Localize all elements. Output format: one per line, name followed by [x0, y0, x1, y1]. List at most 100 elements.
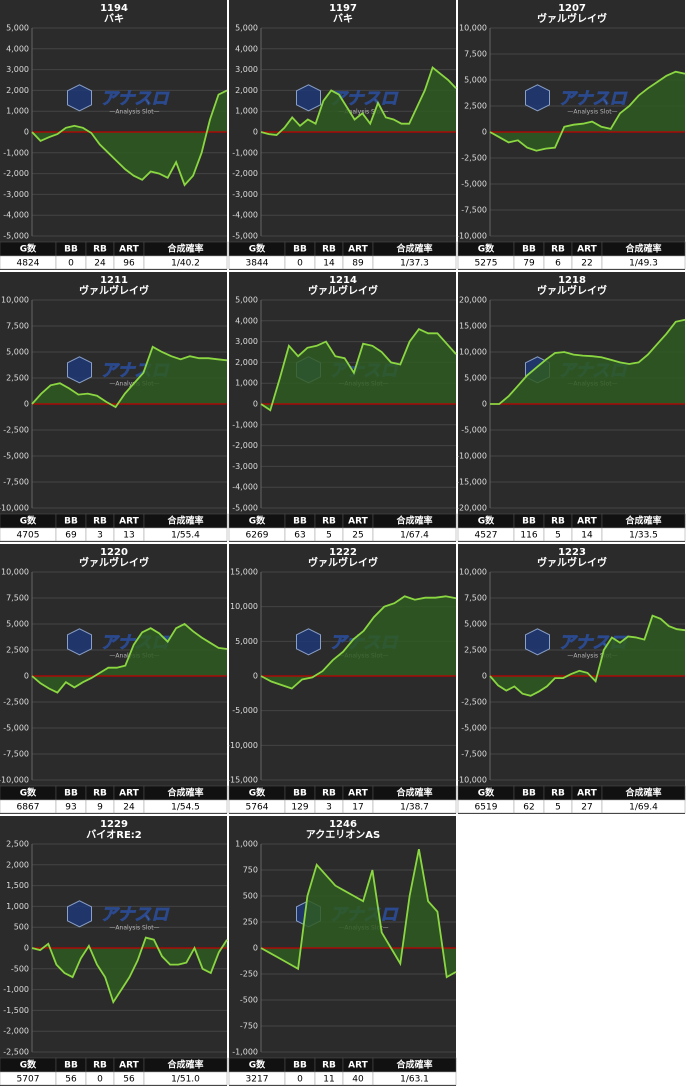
area	[32, 90, 227, 185]
watermark-icon	[296, 628, 321, 656]
y-tick-label: -1,000	[232, 148, 258, 157]
y-tick-label: -5,000	[3, 452, 29, 461]
table-value: 1/54.5	[171, 803, 200, 813]
line	[260, 849, 457, 979]
y-tick-label: 3,000	[235, 65, 258, 74]
chart-title: 1220	[100, 547, 128, 558]
table-value: 93	[65, 803, 76, 813]
table-header: ART	[348, 245, 368, 255]
y-tick-label: 5,000	[235, 24, 258, 33]
y-tick-label: -5,000	[461, 180, 487, 189]
table-header: ART	[348, 517, 368, 527]
area	[32, 937, 227, 1003]
y-tick-label: -1,000	[3, 985, 29, 994]
table-value: 22	[581, 259, 592, 269]
table-value: 40	[352, 1075, 364, 1085]
y-tick-label: -2,500	[3, 1048, 29, 1057]
table-header: G数	[249, 787, 266, 799]
y-tick-label: 0	[482, 400, 487, 409]
table-value: 79	[523, 259, 535, 269]
y-tick-label: 3,000	[235, 337, 258, 346]
y-tick-label: 750	[243, 866, 258, 875]
panel	[229, 272, 456, 542]
table-header: 合成確率	[167, 787, 203, 799]
chart-subtitle: アクエリオンAS	[306, 829, 380, 841]
y-tick-label: 1,000	[6, 902, 29, 911]
chart-title: 1218	[558, 275, 586, 286]
y-tick-label: 15,000	[459, 322, 487, 331]
table-value: 1/40.2	[171, 259, 200, 269]
chart-subtitle: バキ	[104, 13, 124, 25]
watermark-tagline: —Analysis Slot—	[567, 652, 617, 659]
y-tick-label: 2,000	[6, 860, 29, 869]
table-header: RB	[93, 789, 107, 799]
y-tick-label: -10,000	[227, 741, 258, 750]
chart-subtitle: ヴァルヴレイヴ	[79, 284, 149, 297]
y-tick-label: -5,000	[232, 232, 258, 241]
y-tick-label: 0	[24, 672, 29, 681]
table-header: BB	[293, 789, 307, 799]
table-header: G数	[249, 1059, 266, 1071]
table-header: G数	[478, 243, 495, 255]
y-tick-label: 1,500	[6, 881, 29, 890]
y-tick-label: -10,000	[456, 452, 487, 461]
chart-title: 1246	[329, 819, 357, 830]
area	[261, 849, 456, 978]
table-header: RB	[322, 1061, 336, 1071]
y-tick-label: -2,500	[461, 154, 487, 163]
chart-title: 1207	[558, 3, 586, 14]
y-tick-label: -10,000	[0, 504, 29, 513]
table-value: 17	[352, 803, 363, 813]
y-tick-label: -1,000	[232, 420, 258, 429]
table-value: 24	[94, 259, 106, 269]
watermark-logo: アナスロ	[101, 905, 170, 925]
watermark-tagline: —Analysis Slot—	[338, 108, 388, 115]
table-cell	[143, 255, 228, 270]
table-value: 0	[297, 259, 303, 269]
table-value: 89	[352, 259, 364, 269]
table-value: 1/69.4	[629, 803, 658, 813]
table-cell	[601, 255, 686, 270]
table-header: ART	[119, 517, 139, 527]
table-header: BB	[293, 1061, 307, 1071]
y-tick-label: -5,000	[3, 724, 29, 733]
line	[260, 327, 457, 412]
chart-subtitle: バキ	[333, 13, 353, 25]
table-value: 5764	[246, 803, 269, 813]
y-tick-label: -3,000	[232, 462, 258, 471]
table-header: BB	[64, 517, 78, 527]
y-tick-label: -5,000	[3, 232, 29, 241]
line	[31, 89, 228, 187]
table-header: BB	[522, 789, 536, 799]
table-value: 0	[97, 1075, 103, 1085]
table-header: ART	[348, 1061, 368, 1071]
y-tick-label: 7,500	[464, 50, 487, 59]
y-tick-label: 5,000	[235, 637, 258, 646]
y-tick-label: 0	[24, 400, 29, 409]
table-value: 96	[123, 259, 135, 269]
table-header: BB	[64, 1061, 78, 1071]
table-header: G数	[20, 243, 37, 255]
y-tick-label: 15,000	[230, 568, 258, 577]
table-header: G数	[478, 787, 495, 799]
y-tick-label: 1,000	[235, 840, 258, 849]
y-tick-label: 5,000	[235, 296, 258, 305]
watermark-icon	[296, 84, 321, 112]
chart-subtitle: ヴァルヴレイヴ	[537, 556, 607, 569]
chart-subtitle: ヴァルヴレイヴ	[308, 556, 378, 569]
y-tick-label: 10,000	[230, 602, 258, 611]
table-value: 129	[291, 803, 308, 813]
y-tick-label: 0	[24, 944, 29, 953]
chart-title: 1197	[329, 3, 357, 14]
y-tick-label: 0	[24, 128, 29, 137]
table-value: 25	[352, 531, 363, 541]
table-value: 5	[326, 531, 332, 541]
y-tick-label: -4,000	[3, 211, 29, 220]
table-header: 合成確率	[625, 243, 661, 255]
y-tick-label: -7,500	[3, 478, 29, 487]
table-value: 14	[581, 531, 593, 541]
y-tick-label: 5,000	[6, 620, 29, 629]
table-value: 5275	[475, 259, 498, 269]
watermark-logo: アナスロ	[330, 89, 399, 109]
